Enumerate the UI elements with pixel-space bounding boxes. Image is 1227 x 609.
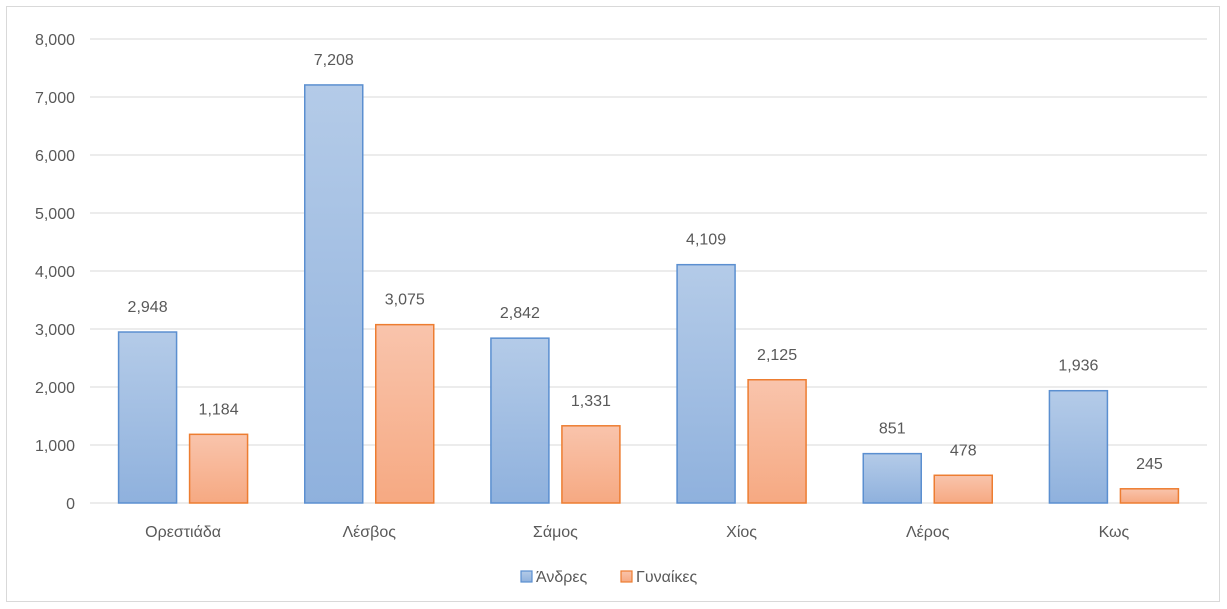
y-tick-label: 7,000 xyxy=(35,90,75,107)
data-label: 2,842 xyxy=(500,305,540,322)
legend-swatch xyxy=(620,570,633,583)
legend-label: Γυναίκες xyxy=(636,569,698,586)
x-tick-label: Ορεστιάδα xyxy=(145,524,221,541)
bar xyxy=(188,433,249,504)
legend-label: Άνδρες xyxy=(536,569,588,586)
x-tick-label: Λέρος xyxy=(906,524,950,541)
y-tick-label: 0 xyxy=(66,496,75,513)
bars: 2,948 1,184 7,208 3,075 2,842 1,331 4,109 2,125… xyxy=(117,52,1180,504)
x-tick-label: Λέσβος xyxy=(342,524,396,541)
data-label: 3,075 xyxy=(385,292,425,309)
y-tick-label: 6,000 xyxy=(35,148,75,165)
data-label: 478 xyxy=(950,442,977,459)
legend-swatch xyxy=(520,570,533,583)
x-axis: Ορεστιάδα Λέσβος Σάμος Χίος Λέρος Κως xyxy=(145,524,1129,541)
bar xyxy=(561,425,621,504)
bar xyxy=(1048,389,1109,504)
data-label: 4,109 xyxy=(686,232,726,249)
bar xyxy=(1119,488,1180,504)
x-tick-label: Κως xyxy=(1099,524,1130,541)
data-label: 2,948 xyxy=(128,299,168,316)
y-tick-label: 3,000 xyxy=(35,322,75,339)
x-tick-label: Χίος xyxy=(726,524,757,541)
data-label: 851 xyxy=(879,421,906,438)
y-tick-label: 4,000 xyxy=(35,264,75,281)
data-label: 1,331 xyxy=(571,393,611,410)
data-label: 2,125 xyxy=(757,347,797,364)
data-label: 1,936 xyxy=(1058,358,1098,375)
y-tick-label: 1,000 xyxy=(35,438,75,455)
bar xyxy=(375,323,435,504)
gridlines xyxy=(90,38,1207,504)
bar xyxy=(676,263,736,504)
bar xyxy=(747,379,807,504)
data-label: 245 xyxy=(1136,456,1163,473)
bar xyxy=(304,84,364,504)
y-axis: 0 1,000 2,000 3,000 4,000 5,000 6,000 7,000 8,00… xyxy=(35,32,75,513)
bar xyxy=(117,331,178,504)
data-label: 1,184 xyxy=(199,401,239,418)
y-tick-label: 5,000 xyxy=(35,206,75,223)
bar xyxy=(862,452,922,504)
data-label: 7,208 xyxy=(314,52,354,69)
legend: Άνδρες Γυναίκες xyxy=(520,569,698,586)
y-tick-label: 8,000 xyxy=(35,32,75,49)
x-tick-label: Σάμος xyxy=(533,524,578,541)
y-tick-label: 2,000 xyxy=(35,380,75,397)
bar xyxy=(490,337,550,504)
bar xyxy=(933,474,993,504)
